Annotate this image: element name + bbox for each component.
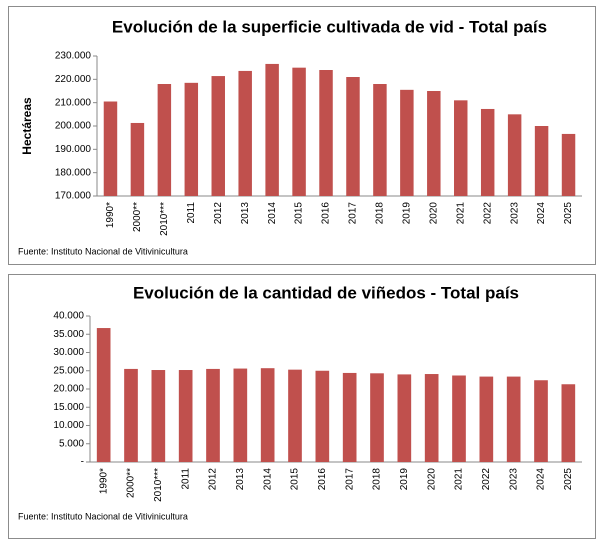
x-tick-label: 2000** xyxy=(126,468,137,498)
x-tick-label: 2014 xyxy=(262,468,273,491)
y-tick-label: 230.000 xyxy=(55,51,92,62)
x-tick-label: 2021 xyxy=(455,202,466,225)
x-tick-label: 2025 xyxy=(563,202,574,225)
x-tick-label: 2012 xyxy=(208,468,219,491)
y-tick-label: 210.000 xyxy=(55,97,92,108)
x-tick-label: 2014 xyxy=(267,202,278,225)
bar xyxy=(157,84,172,196)
bar xyxy=(288,369,302,462)
x-tick-label: 2017 xyxy=(344,468,355,491)
y-tick-label: 20.000 xyxy=(53,384,84,395)
x-tick-label: 2024 xyxy=(536,468,547,491)
bar xyxy=(561,133,576,196)
x-tick-label: 2019 xyxy=(402,202,413,225)
bar xyxy=(130,122,145,196)
y-tick-label: 35.000 xyxy=(53,329,84,340)
bar xyxy=(346,77,360,196)
bar xyxy=(561,384,576,462)
y-tick-label: 5.000 xyxy=(59,438,84,449)
y-tick-label: 15.000 xyxy=(53,402,84,413)
bar xyxy=(233,368,248,462)
x-tick-label: 2011 xyxy=(186,202,197,224)
y-tick-label: 180.000 xyxy=(55,167,92,178)
y-tick-label: 40.000 xyxy=(53,311,84,322)
x-tick-label: 2013 xyxy=(240,202,251,225)
x-tick-label: 2023 xyxy=(509,202,520,225)
source-note: Fuente: Instituto Nacional de Vitivinicu… xyxy=(18,511,188,521)
bar xyxy=(103,101,118,196)
bar xyxy=(315,370,330,462)
y-tick-label: 10.000 xyxy=(53,420,84,431)
y-tick-label: 30.000 xyxy=(53,347,84,358)
x-tick-label: 2011 xyxy=(180,468,191,490)
x-tick-label: 2015 xyxy=(294,202,305,225)
bar xyxy=(452,375,466,462)
x-tick-label: 2010*** xyxy=(153,468,164,502)
x-tick-label: 2016 xyxy=(317,468,328,491)
x-tick-label: 1990* xyxy=(105,202,116,228)
x-tick-label: 2019 xyxy=(399,468,410,491)
source-note: Fuente: Instituto Nacional de Vitivinicu… xyxy=(18,246,188,256)
x-tick-label: 2018 xyxy=(372,468,383,491)
bar xyxy=(151,370,166,462)
bar xyxy=(206,368,220,462)
chart-title: Evolución de la cantidad de viñedos - To… xyxy=(133,283,519,302)
x-tick-label: 2020 xyxy=(428,202,439,225)
bar xyxy=(342,372,357,462)
bar xyxy=(319,70,333,196)
x-tick-label: 2010*** xyxy=(159,202,170,236)
bar xyxy=(534,126,549,196)
bar xyxy=(397,374,412,462)
y-tick-label: 220.000 xyxy=(55,74,92,85)
x-tick-label: 2023 xyxy=(508,468,519,491)
x-tick-label: 2018 xyxy=(375,202,386,225)
bar xyxy=(292,67,306,197)
x-tick-label: 2020 xyxy=(426,468,437,491)
bar xyxy=(184,82,199,196)
bar xyxy=(506,376,521,462)
bar xyxy=(370,373,384,462)
x-tick-label: 2016 xyxy=(321,202,332,225)
chart-title: Evolución de la superficie cultivada de … xyxy=(112,17,547,36)
bar xyxy=(454,100,468,196)
x-tick-label: 2021 xyxy=(454,468,465,491)
bar xyxy=(479,376,494,462)
x-tick-label: 2000** xyxy=(132,202,143,232)
y-tick-label: 25.000 xyxy=(53,365,84,376)
x-tick-label: 2013 xyxy=(235,468,246,491)
bar xyxy=(265,63,279,196)
bar xyxy=(427,91,441,196)
x-tick-label: 2025 xyxy=(563,468,574,491)
x-tick-label: 2022 xyxy=(482,202,493,225)
x-tick-label: 2024 xyxy=(536,202,547,225)
bar xyxy=(178,370,193,462)
bar xyxy=(211,76,225,196)
y-tick-label: 190.000 xyxy=(55,144,92,155)
y-axis-label: Hectáreas xyxy=(20,97,34,155)
bar xyxy=(373,84,387,196)
x-tick-label: 2017 xyxy=(348,202,359,225)
bar xyxy=(238,70,252,196)
bar xyxy=(507,114,522,196)
x-tick-label: 2022 xyxy=(481,468,492,491)
bar xyxy=(124,368,138,462)
x-tick-label: 2015 xyxy=(290,468,301,491)
y-tick-label: - xyxy=(81,457,84,468)
bar xyxy=(534,380,548,462)
bar xyxy=(480,108,495,196)
bar xyxy=(260,368,275,462)
bar xyxy=(96,328,111,462)
y-tick-label: 200.000 xyxy=(55,121,92,132)
x-tick-label: 1990* xyxy=(98,468,109,494)
y-tick-label: 170.000 xyxy=(55,191,92,202)
bar xyxy=(424,374,439,462)
x-tick-label: 2012 xyxy=(213,202,224,225)
bar xyxy=(400,89,414,196)
